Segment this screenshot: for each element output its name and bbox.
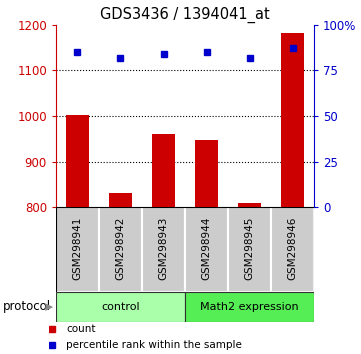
Text: GSM298943: GSM298943: [158, 216, 169, 280]
Bar: [238, 202, 261, 207]
Text: control: control: [101, 302, 140, 312]
Bar: [271, 207, 314, 292]
Bar: [66, 115, 89, 207]
Text: GSM298944: GSM298944: [201, 216, 212, 280]
Text: GSM298942: GSM298942: [116, 216, 126, 280]
Text: count: count: [66, 324, 96, 334]
Bar: [142, 207, 185, 292]
Bar: [228, 207, 271, 292]
Bar: [152, 134, 175, 207]
Bar: [56, 207, 99, 292]
Bar: [195, 139, 218, 207]
Text: Math2 expression: Math2 expression: [200, 302, 299, 312]
Text: GSM298945: GSM298945: [244, 216, 255, 280]
Text: protocol: protocol: [3, 300, 51, 313]
Bar: [56, 292, 185, 322]
Text: GSM298941: GSM298941: [73, 216, 82, 280]
Bar: [281, 33, 304, 207]
Text: GSM298946: GSM298946: [288, 216, 297, 280]
Text: percentile rank within the sample: percentile rank within the sample: [66, 340, 242, 350]
Title: GDS3436 / 1394041_at: GDS3436 / 1394041_at: [100, 7, 270, 23]
Bar: [185, 207, 228, 292]
Bar: [99, 207, 142, 292]
Bar: [185, 292, 314, 322]
Bar: [109, 193, 132, 207]
